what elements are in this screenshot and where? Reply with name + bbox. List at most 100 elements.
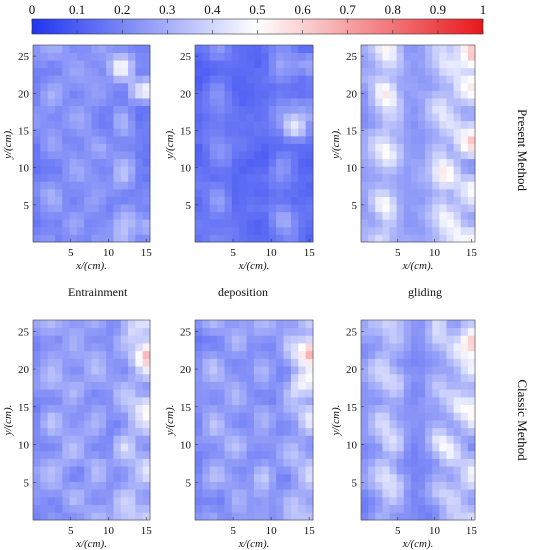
heatmap-cell <box>453 181 462 190</box>
heatmap-cell <box>217 412 225 421</box>
heatmap-cell <box>62 450 70 459</box>
heatmap-cell <box>113 120 122 129</box>
heatmap-cell <box>261 381 270 390</box>
heatmap-cell <box>217 396 225 406</box>
colorbar: 0 0.1 0.2 0.3 0.4 0.5 0.6 0.7 0.8 0.9 1 <box>29 2 486 35</box>
heatmap-cell <box>410 67 419 76</box>
heatmap-cell <box>76 427 85 436</box>
heatmap-cell <box>231 135 240 144</box>
heatmap-cell <box>113 466 122 475</box>
heatmap-cell <box>298 120 307 129</box>
heatmap-cell <box>368 135 376 144</box>
heatmap-cell <box>403 211 412 220</box>
heatmap-cell <box>33 226 41 235</box>
heatmap-cell <box>283 226 292 235</box>
heatmap-cell <box>389 105 398 114</box>
heatmap-cell <box>142 75 151 84</box>
heatmap-cell <box>40 435 49 444</box>
heatmap-cell <box>254 504 262 513</box>
heatmap-cell <box>305 358 314 367</box>
heatmap-cell <box>268 350 277 359</box>
heatmap-cell <box>69 381 78 390</box>
heatmap-cell <box>142 128 151 137</box>
x-axis-label: x/(cm). <box>402 538 434 550</box>
heatmap-cell <box>91 166 100 175</box>
heatmap-cell <box>120 105 129 114</box>
heatmap-cell <box>389 466 398 475</box>
heatmap-cell <box>290 350 299 359</box>
heatmap-cell <box>135 389 144 398</box>
heatmap-cell <box>305 211 314 220</box>
heatmap-cell <box>290 443 299 452</box>
heatmap-cell <box>47 458 56 467</box>
heatmap-cell <box>298 143 307 152</box>
heatmap-cell <box>128 320 136 329</box>
heatmap-cell <box>47 173 56 182</box>
heatmap-cell <box>446 135 455 144</box>
heatmap-cell <box>246 366 255 375</box>
heatmap-cell <box>54 504 63 513</box>
heatmap-cell <box>261 45 270 53</box>
heatmap-cell <box>209 435 218 444</box>
heatmap-cell <box>113 128 122 137</box>
heatmap-cell <box>361 211 369 220</box>
heatmap-cell <box>128 504 136 513</box>
heatmap-cell <box>298 450 307 459</box>
heatmap-cell <box>460 75 469 84</box>
heatmap-cell <box>135 435 144 444</box>
heatmap-cell <box>368 320 376 329</box>
heatmap-cell <box>305 173 314 182</box>
heatmap-cell <box>432 219 440 228</box>
heatmap-cell <box>217 105 225 114</box>
heatmap-cell <box>84 343 92 352</box>
heatmap-cell <box>418 512 426 521</box>
heatmap-cell <box>305 458 314 467</box>
heatmap-cell <box>432 358 440 367</box>
heatmap-cell <box>283 234 292 243</box>
heatmap-cell <box>33 196 41 205</box>
heatmap-cell <box>98 151 107 160</box>
heatmap-cell <box>47 396 56 406</box>
heatmap-cell <box>202 404 211 413</box>
heatmap-cell <box>224 234 233 243</box>
heatmap-cell <box>382 196 390 205</box>
heatmap-cell <box>425 335 433 344</box>
heatmap-cell <box>290 226 299 235</box>
heatmap-cell <box>261 450 270 459</box>
heatmap-cell <box>283 489 292 498</box>
heatmap-cell <box>268 204 277 213</box>
heatmap-cell <box>467 412 476 421</box>
heatmap-cell <box>432 234 440 243</box>
heatmap-cell <box>361 404 369 413</box>
heatmap-cell <box>142 204 151 213</box>
heatmap-cell <box>62 327 70 336</box>
heatmap-cell <box>268 489 277 498</box>
heatmap-cell <box>106 204 114 213</box>
heatmap-cell <box>62 435 70 444</box>
heatmap-cell <box>195 204 203 213</box>
heatmap-cell <box>467 327 476 336</box>
heatmap-cell <box>425 427 433 436</box>
heatmap-cell <box>403 443 412 452</box>
heatmap-cell <box>261 389 270 398</box>
heatmap-cell <box>368 366 376 375</box>
heatmap-cell <box>261 158 270 167</box>
heatmap-cell <box>453 219 462 228</box>
heatmap-cell <box>128 350 136 359</box>
heatmap-cell <box>368 473 376 482</box>
heatmap-cell <box>403 366 412 375</box>
heatmap-cell <box>283 45 292 53</box>
heatmap-cell <box>283 420 292 429</box>
x-tick-label: 10 <box>429 525 441 537</box>
heatmap-cell <box>113 350 122 359</box>
heatmap-cell <box>113 450 122 459</box>
heatmap-cell <box>418 151 426 160</box>
heatmap-cell <box>47 320 56 329</box>
heatmap-cell <box>84 113 92 122</box>
heatmap-cell <box>195 234 203 243</box>
heatmap-cell <box>209 450 218 459</box>
heatmap-cell <box>283 60 292 69</box>
heatmap-cell <box>439 135 447 144</box>
heatmap-cell <box>389 358 398 367</box>
heatmap-cell <box>268 120 277 129</box>
